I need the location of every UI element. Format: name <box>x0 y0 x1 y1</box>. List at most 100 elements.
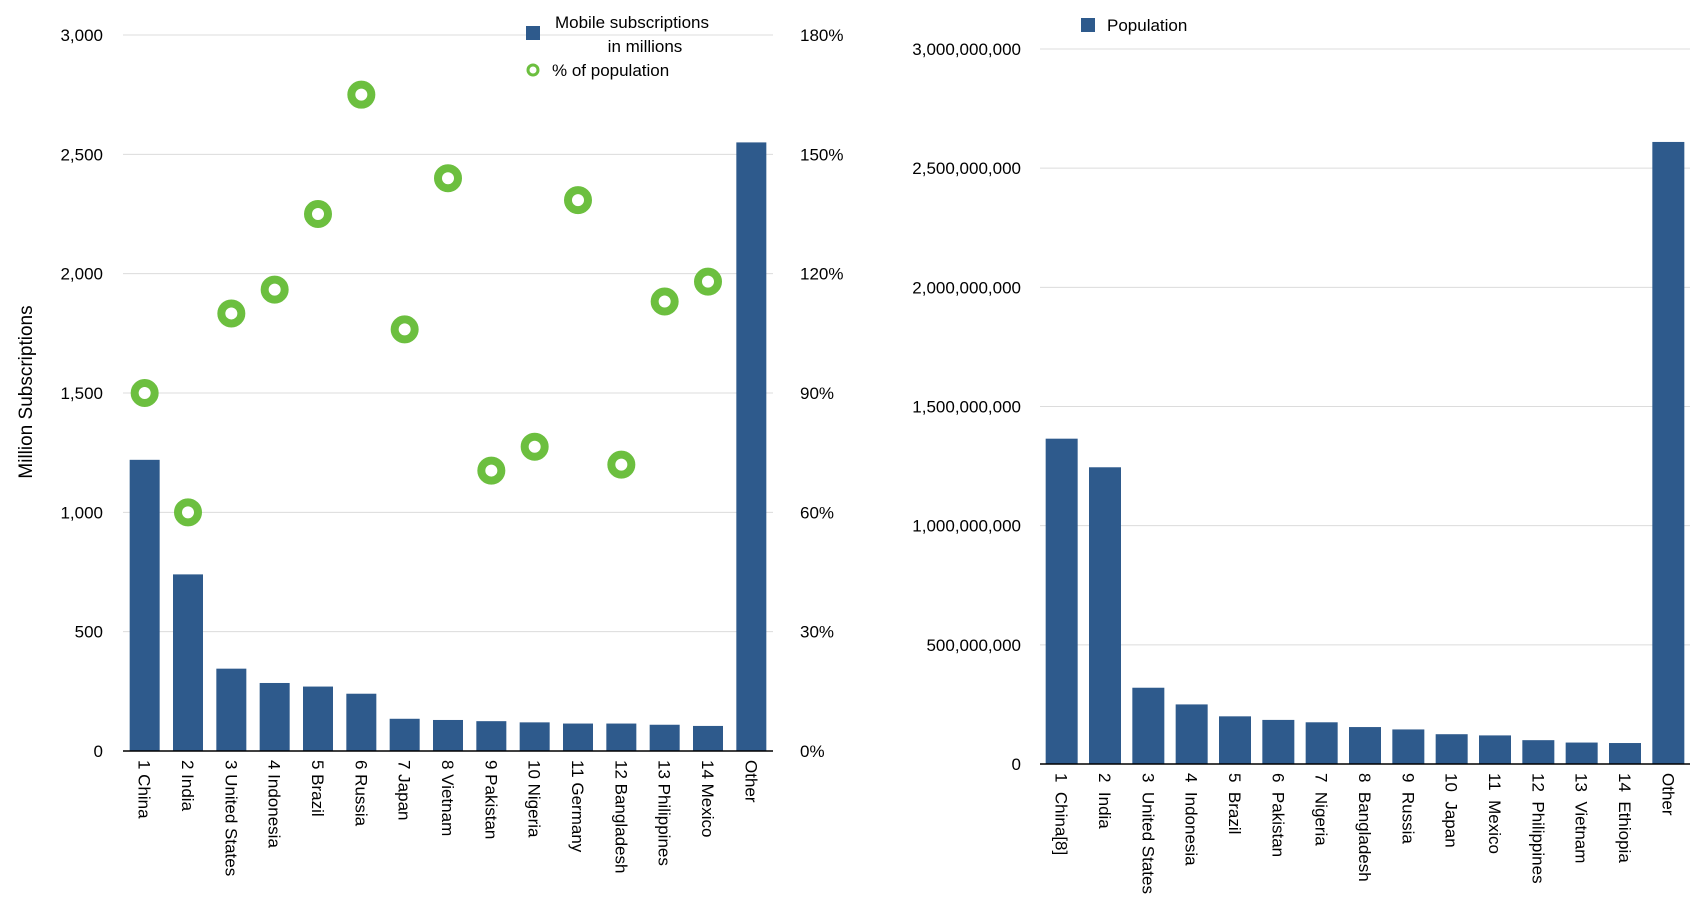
bar <box>1132 687 1165 764</box>
x-category-label: 3 United States <box>221 760 240 876</box>
population-chart: 0 500,000,000 1,000,000,000 1,500,000,000 2,… <box>912 16 1690 894</box>
y-tick-label: 2,000,000,000 <box>912 278 1021 297</box>
left-y-axis-title: Million Subscriptions <box>16 305 37 478</box>
x-category-label: 8 Bangladesh <box>1355 773 1374 882</box>
percent-point <box>434 164 462 193</box>
left-gridlines <box>123 34 773 633</box>
bar <box>519 722 550 751</box>
bar <box>389 718 420 751</box>
x-category-label: 5 Brazil <box>308 760 327 817</box>
percent-point <box>390 315 419 344</box>
bar <box>1565 742 1598 764</box>
y2-tick-label: 30% <box>800 623 834 642</box>
legend-label-subscriptions-line1: Mobile subscriptions <box>555 13 709 32</box>
y2-tick-label: 90% <box>800 384 834 403</box>
x-category-label: 1 China <box>135 760 154 819</box>
percent-point <box>564 186 592 215</box>
x-category-label: 14 Mexico <box>698 760 717 837</box>
y-tick-label: 0 <box>1012 755 1021 774</box>
population-percent-points <box>130 80 722 527</box>
bar <box>563 723 593 751</box>
legend-label-population: Population <box>1107 16 1187 35</box>
y2-tick-label: 120% <box>800 265 843 284</box>
population-bars <box>1045 141 1685 764</box>
percent-point <box>347 80 376 109</box>
x-category-label: 12 Bangladesh <box>611 760 630 873</box>
x-category-label: 7 Nigeria <box>1312 773 1331 846</box>
subscriptions-chart: 0 500 1,000 1,500 2,000 2,500 3,000 0% 30% 60% 90… <box>16 13 843 876</box>
x-category-label: 10 Nigeria <box>525 760 544 838</box>
right-chart-gridlines <box>1040 48 1690 646</box>
left-x-axis-labels: 1 China 2 India 3 United States 4 Indonesia… <box>135 760 761 876</box>
percent-point <box>520 432 549 461</box>
bar <box>1652 141 1685 764</box>
bar <box>259 682 290 751</box>
x-category-label: 13 Vietnam <box>1572 773 1591 863</box>
x-category-label: 1 China[8] <box>1052 773 1071 855</box>
bar <box>693 725 723 751</box>
x-category-label: 11 Mexico <box>1485 773 1504 854</box>
x-category-label: 7 Japan <box>395 760 414 821</box>
percent-point <box>260 275 289 304</box>
bar <box>649 724 680 751</box>
percent-point <box>650 287 679 316</box>
percent-point <box>174 498 202 527</box>
legend-marker-percent <box>526 63 540 77</box>
y-tick-label: 500 <box>75 623 103 642</box>
right-legend: Population <box>1081 16 1187 35</box>
y-tick-label: 2,500 <box>60 145 103 164</box>
x-category-label: 10 Japan <box>1442 773 1461 848</box>
y-tick-label: 2,500,000,000 <box>912 159 1021 178</box>
bar <box>606 723 637 751</box>
bar <box>1045 438 1078 764</box>
x-category-label: 9 Pakistan <box>481 760 500 839</box>
bar <box>1609 743 1641 764</box>
bar <box>129 459 160 751</box>
bar <box>476 721 507 751</box>
x-category-label: 4 Indonesia <box>265 760 284 848</box>
bar <box>346 693 377 751</box>
percent-point <box>607 450 636 479</box>
y-tick-label: 3,000 <box>60 26 103 45</box>
y-tick-label: 2,000 <box>60 265 103 284</box>
x-category-label: 9 Russia <box>1398 773 1417 844</box>
right-chart-y-axis: 0 500,000,000 1,000,000,000 1,500,000,000 2,… <box>912 40 1021 774</box>
percent-point <box>130 379 159 407</box>
subscription-bars <box>129 142 767 751</box>
right-chart-x-axis-labels: 1 China[8] 2 India 3 United States 4 Indone… <box>1052 773 1678 894</box>
bar <box>736 142 767 751</box>
y-tick-label: 0 <box>94 742 103 761</box>
bar <box>1349 727 1381 764</box>
y-tick-label: 1,500,000,000 <box>912 398 1021 417</box>
legend-label-percent: % of population <box>552 61 669 80</box>
bar <box>1435 734 1468 764</box>
bar <box>1219 716 1251 764</box>
bar <box>216 668 247 751</box>
x-category-label: 6 Russia <box>351 760 370 827</box>
legend-swatch-subscriptions <box>526 26 540 40</box>
percent-point <box>304 200 332 228</box>
y2-tick-label: 150% <box>800 145 843 164</box>
bar <box>1175 704 1208 764</box>
percent-point <box>217 299 246 328</box>
bar <box>1262 719 1295 764</box>
x-category-label: 5 Brazil <box>1225 773 1244 834</box>
x-category-label: 2 India <box>1095 773 1114 829</box>
y-tick-label: 1,000 <box>60 503 103 522</box>
x-category-label: Other <box>1658 773 1677 816</box>
left-y-axis: 0 500 1,000 1,500 2,000 2,500 3,000 <box>60 26 103 761</box>
x-category-label: 12 Philippines <box>1528 773 1547 884</box>
percent-point <box>477 456 506 485</box>
x-category-label: Other <box>741 760 760 803</box>
y-tick-label: 3,000,000,000 <box>912 40 1021 59</box>
y2-tick-label: 0% <box>800 742 825 761</box>
right-y-axis: 0% 30% 60% 90% 120% 150% 180% <box>800 26 843 761</box>
legend-label-subscriptions-line2: in millions <box>608 37 683 56</box>
legend-swatch-population <box>1081 18 1095 32</box>
bar <box>303 686 333 751</box>
x-category-label: 14 Ethiopia <box>1615 773 1634 863</box>
bar <box>1522 740 1555 764</box>
bar <box>1479 735 1511 764</box>
x-category-label: 11 Germany <box>568 760 587 853</box>
